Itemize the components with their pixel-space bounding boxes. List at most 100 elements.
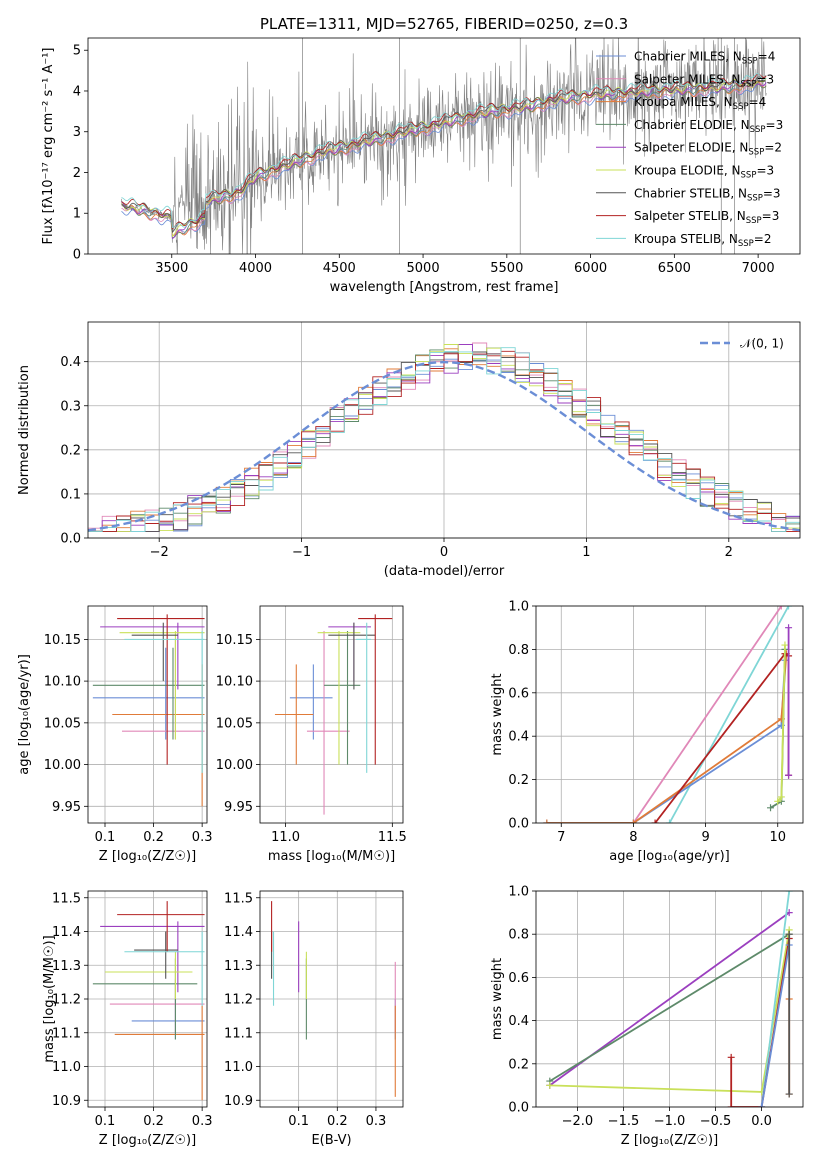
x-tick-label: 8 [629, 830, 637, 845]
y-tick-label: 0 [73, 248, 81, 263]
y-tick-label: 0.4 [60, 355, 81, 370]
plot-area [274, 614, 393, 815]
x-axis-label: Z [log₁₀(Z/Z☉)] [99, 849, 196, 864]
x-tick-label: 0.3 [192, 830, 213, 845]
x-tick-label: 0.2 [327, 1114, 348, 1129]
y-tick-label: 0.2 [508, 1057, 529, 1072]
y-axis-label: mass weight [490, 673, 505, 755]
mass-weight-line [668, 606, 790, 823]
y-tick-label: 11.1 [52, 1026, 81, 1041]
x-tick-label: 6500 [658, 261, 691, 276]
x-tick-label: 0.3 [366, 1114, 387, 1129]
model-spectrum [121, 81, 767, 237]
legend-label: Chabrier MILES, NSSP=4 [634, 50, 775, 67]
x-tick-label: 0.1 [288, 1114, 309, 1129]
mass-weight-marker [727, 1053, 735, 1061]
y-tick-label: 10.9 [224, 1094, 253, 1109]
y-tick-label: 0.6 [508, 971, 529, 986]
x-tick-label: 4000 [239, 261, 272, 276]
mass-weight-marker [785, 1090, 793, 1098]
mass-weight-marker [758, 1103, 766, 1107]
x-axis-label: wavelength [Angstrom, rest frame] [330, 280, 559, 295]
x-tick-label: −2 [150, 545, 169, 560]
x-tick-label: 7000 [742, 261, 775, 276]
panel-4: 11.0 11.5 9.95 10.00 10.05 10.10 10.15 mass [lo… [216, 605, 407, 864]
y-tick-label: 9.95 [52, 800, 81, 815]
x-tick-label: 3500 [155, 261, 188, 276]
residual-histogram [88, 347, 800, 532]
y-tick-label: 10.10 [216, 675, 253, 690]
x-tick-label: 2 [725, 545, 733, 560]
mass-weight-marker [777, 793, 785, 801]
model-spectrum [121, 80, 767, 237]
panel-5: 7 8 9 10 0.0 0.2 0.4 0.6 0.8 1.0 age [log₁₀(age/yr… [490, 600, 804, 864]
normal-curve [88, 360, 800, 532]
residual-histogram [88, 344, 800, 532]
y-tick-label: 11.3 [224, 959, 253, 974]
grid [536, 605, 803, 824]
mass-weight-marker [774, 797, 782, 805]
y-axis-label: mass [log₁₀(M/M☉)] [42, 935, 57, 1062]
y-tick-label: 10.15 [44, 633, 81, 648]
y-axis-label: mass weight [490, 958, 505, 1040]
x-tick-label: 9 [701, 830, 709, 845]
y-tick-label: 0.0 [508, 1101, 529, 1116]
x-axis-label: age [log₁₀(age/yr)] [609, 849, 730, 864]
mass-weight-line [654, 652, 790, 823]
y-tick-label: 10.00 [44, 758, 81, 773]
x-axis-label: mass [log₁₀(M/M☉)] [268, 849, 395, 864]
model-spectrum [121, 73, 767, 229]
legend-label: 𝒩(0, 1) [740, 337, 784, 351]
y-tick-label: 9.95 [224, 800, 253, 815]
y-tick-label: 11.0 [52, 1060, 81, 1075]
x-tick-label: 0.2 [143, 830, 164, 845]
mass-weight-marker [546, 1081, 554, 1089]
x-tick-label: 0.2 [143, 1114, 164, 1129]
axes-frame [87, 37, 801, 255]
model-spectrum [121, 77, 767, 238]
axes-frame [535, 890, 804, 1108]
mass-weight-marker [727, 1103, 735, 1107]
x-tick-label: 10 [769, 830, 786, 845]
y-tick-label: 11.5 [52, 891, 81, 906]
y-tick-label: 2 [73, 166, 81, 181]
mass-weight-marker [666, 819, 673, 823]
plot-area [92, 614, 205, 807]
legend: 𝒩(0, 1) [700, 337, 784, 351]
mass-weight-marker [785, 891, 793, 895]
axes-frame [87, 321, 801, 539]
panel-7: 0.1 0.2 0.3 10.9 11.0 11.1 11.2 11.3 11.4 11.5 E(B… [224, 890, 404, 1148]
y-tick-label: 0.4 [508, 730, 529, 745]
mass-weight-line [760, 944, 791, 1107]
y-tick-label: 0.8 [508, 643, 529, 658]
y-tick-label: 0.0 [508, 817, 529, 832]
y-tick-label: 11.1 [224, 1026, 253, 1041]
x-tick-label: 11.5 [378, 830, 407, 845]
y-tick-label: 0.4 [508, 1014, 529, 1029]
y-tick-label: 0.2 [60, 443, 81, 458]
panel-2: −2 −1 0 1 2 0.0 0.1 0.2 0.3 0.4 (data-model)/error… [17, 321, 801, 579]
panel-8: −2.0 −1.5 −1.0 −0.5 0.0 0.0 0.2 0.4 0.6 0.8 1.0 Z [… [490, 885, 804, 1148]
plot-area [271, 901, 396, 1097]
x-tick-label: −1.5 [608, 1114, 640, 1129]
legend-label: Chabrier STELIB, NSSP=3 [634, 186, 781, 203]
axes-frame [259, 605, 404, 824]
y-axis-label: age [log₁₀(age/yr)] [17, 654, 32, 775]
x-axis-label: (data-model)/error [384, 564, 505, 579]
x-tick-label: −0.5 [700, 1114, 732, 1129]
y-tick-label: 10.15 [216, 633, 253, 648]
legend-label: Salpeter STELIB, NSSP=3 [634, 209, 779, 226]
model-spectrum [121, 73, 767, 230]
mass-weight-marker [543, 819, 551, 823]
y-tick-label: 10.00 [216, 758, 253, 773]
y-tick-label: 11.5 [224, 891, 253, 906]
axes-frame [535, 605, 804, 824]
panel-1: 3500 4000 4500 5000 5500 6000 6500 7000 0 1 2 3 4 5 wa… [41, 37, 801, 295]
y-tick-label: 0.8 [508, 928, 529, 943]
x-tick-label: −1.0 [654, 1114, 686, 1129]
y-tick-label: 11.0 [224, 1060, 253, 1075]
axes-frame [87, 890, 208, 1108]
x-tick-label: 11.0 [271, 830, 300, 845]
x-tick-label: 1 [582, 545, 590, 560]
